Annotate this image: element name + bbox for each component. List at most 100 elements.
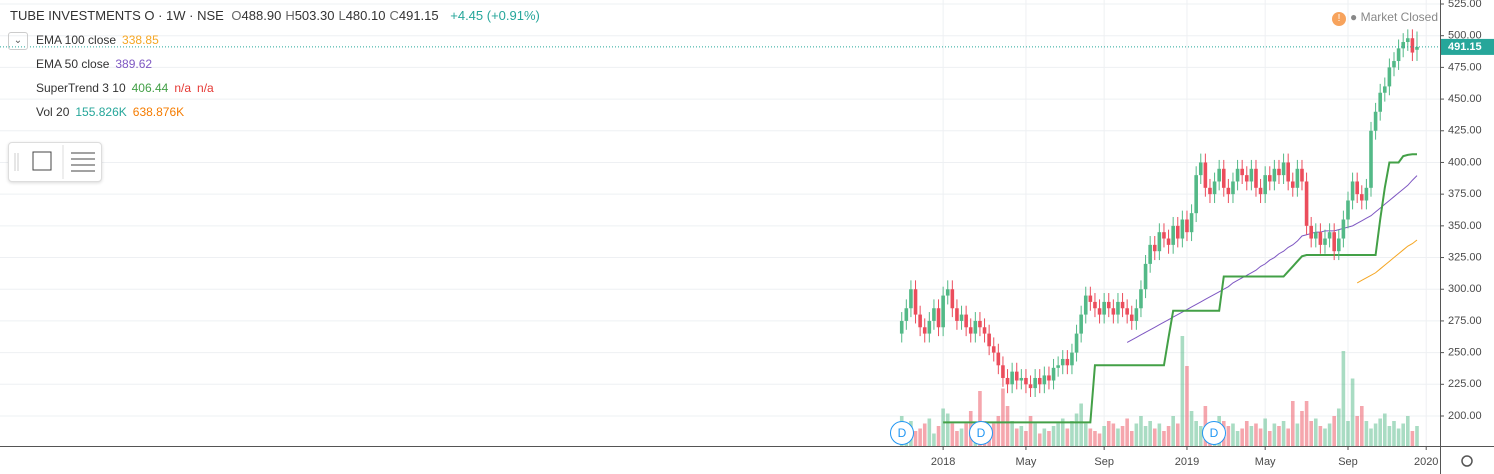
candle-body xyxy=(1336,238,1341,252)
dividend-marker[interactable]: D xyxy=(890,421,914,445)
candle-body xyxy=(982,327,987,334)
volume-bar xyxy=(1019,426,1024,446)
candle-body xyxy=(978,320,982,328)
volume-bar xyxy=(1267,431,1272,446)
volume-bar xyxy=(1042,428,1047,446)
candle-body xyxy=(1175,225,1180,239)
volume-bar xyxy=(918,428,922,446)
candle-body xyxy=(1341,219,1346,239)
candle-body xyxy=(1392,61,1396,68)
volume-bar xyxy=(1033,423,1037,446)
volume-bar xyxy=(1139,416,1143,446)
volume-bar xyxy=(945,413,950,446)
candle-body xyxy=(1286,162,1290,182)
candle-body xyxy=(1056,365,1060,368)
candle-body xyxy=(1300,168,1304,182)
ohlc-value: 480.10 xyxy=(345,8,386,23)
volume-bar xyxy=(1263,418,1267,446)
candle-body xyxy=(1405,38,1410,43)
settings-icon[interactable] xyxy=(1461,455,1473,467)
volume-bar xyxy=(1175,423,1180,446)
legend-value: 338.85 xyxy=(122,33,159,47)
candle-body xyxy=(1097,308,1102,315)
legend-name: EMA 100 close xyxy=(36,33,117,47)
candle-body xyxy=(1033,377,1037,389)
volume-bar xyxy=(941,408,945,446)
volume-bar xyxy=(927,418,932,446)
candle-body xyxy=(1231,181,1235,195)
volume-bar xyxy=(959,428,964,446)
legend-value: n/a xyxy=(197,81,214,95)
candle-body xyxy=(1267,175,1272,182)
volume-bar xyxy=(1392,421,1396,446)
rect-tool[interactable] xyxy=(32,151,52,171)
candle-body xyxy=(1355,181,1359,195)
volume-bar xyxy=(955,431,959,446)
volume-bar xyxy=(1240,428,1244,446)
volume-bar xyxy=(1120,426,1125,446)
volume-bar xyxy=(1231,423,1235,446)
candle-body xyxy=(1396,48,1401,62)
legend-name: EMA 50 close xyxy=(36,57,110,71)
legend-row: EMA 50 close 389.62 xyxy=(36,57,158,71)
dividend-marker[interactable]: D xyxy=(969,421,993,445)
menu-tool[interactable] xyxy=(71,152,95,172)
candle-body xyxy=(899,320,904,334)
candle-body xyxy=(1166,238,1171,245)
volume-bar xyxy=(1102,426,1106,446)
candle-body xyxy=(941,295,945,328)
candle-body xyxy=(1180,219,1185,239)
candle-body xyxy=(1350,181,1355,201)
candle-body xyxy=(1005,377,1010,385)
candle-body xyxy=(1047,375,1051,381)
volume-bar xyxy=(978,391,982,446)
candle-body xyxy=(904,308,909,321)
candle-body xyxy=(1244,175,1249,182)
collapse-legend[interactable]: ⌄ xyxy=(8,32,28,50)
candle-body xyxy=(1125,308,1129,315)
volume-bar xyxy=(1116,428,1120,446)
candle-body xyxy=(1323,238,1327,245)
y-tick-label: 450.00 xyxy=(1448,93,1482,105)
x-tick-label: Sep xyxy=(1338,456,1358,468)
candle-body xyxy=(1217,168,1221,182)
legend-name: SuperTrend 3 10 xyxy=(36,81,126,95)
volume-bar xyxy=(1185,366,1189,446)
candle-body xyxy=(1281,162,1286,176)
candle-body xyxy=(1240,168,1244,176)
volume-bar xyxy=(932,433,936,446)
candle-body xyxy=(959,314,964,321)
volume-bar xyxy=(1014,428,1019,446)
candle-body xyxy=(932,308,936,321)
candle-body xyxy=(1060,358,1065,366)
ohlc-label: C xyxy=(389,8,399,23)
candle-body xyxy=(1019,377,1024,381)
header: TUBE INVESTMENTS O · 1W · NSE O488.90 H50… xyxy=(10,8,544,23)
candle-body xyxy=(1024,377,1028,385)
y-tick-label: 375.00 xyxy=(1448,188,1482,200)
x-tick-label: May xyxy=(1016,456,1037,468)
dividend-marker[interactable]: D xyxy=(1202,421,1226,445)
volume-bar xyxy=(1093,431,1097,446)
last-price-tag xyxy=(1441,38,1494,55)
y-tick-label: 250.00 xyxy=(1448,347,1482,359)
volume-bar xyxy=(1396,428,1401,446)
volume-bar xyxy=(913,431,918,446)
volume-bar xyxy=(1415,426,1419,446)
candle-body xyxy=(1295,168,1300,188)
volume-bar xyxy=(1295,423,1300,446)
volume-bar xyxy=(1272,423,1277,446)
y-tick-label: 500.00 xyxy=(1448,30,1482,42)
volume-bar xyxy=(950,423,955,446)
volume-bar xyxy=(1364,421,1369,446)
volume-bar xyxy=(922,423,927,446)
y-tick-label: 200.00 xyxy=(1448,410,1482,422)
volume-bar xyxy=(964,423,968,446)
candle-body xyxy=(1304,181,1309,226)
volume-bar xyxy=(1010,421,1014,446)
volume-bar xyxy=(1244,421,1249,446)
legend-value: 406.44 xyxy=(131,81,169,95)
indicator-line xyxy=(1356,239,1418,284)
indicator-line xyxy=(1126,175,1418,343)
candle-body xyxy=(1263,175,1267,195)
